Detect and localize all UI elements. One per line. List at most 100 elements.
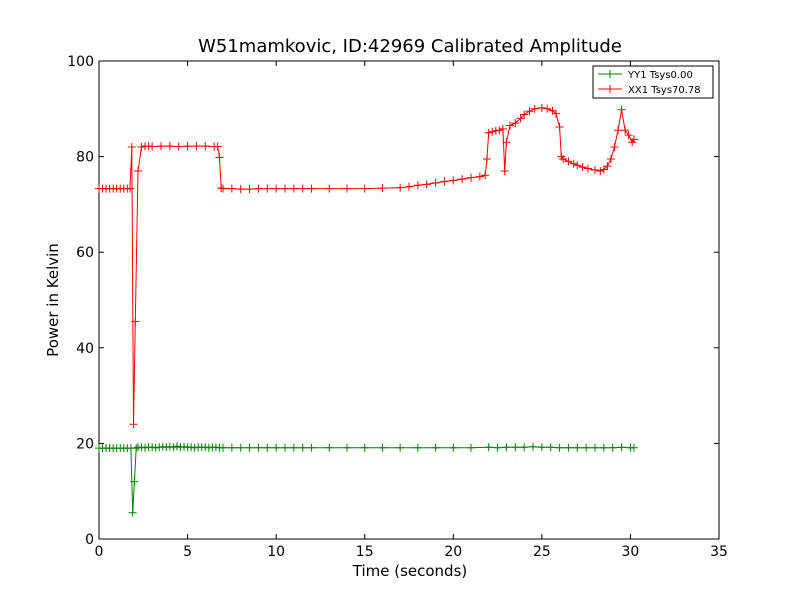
data-point (169, 443, 178, 452)
x-tick-label: 30 (622, 544, 640, 560)
data-point (599, 443, 608, 452)
legend-label: YY1 Tsys0.00 (627, 70, 693, 81)
data-point (272, 184, 281, 193)
data-point (378, 443, 387, 452)
y-axis-label: Power in Kelvin (44, 243, 62, 357)
y-tick-label: 80 (76, 150, 94, 166)
data-point (213, 142, 222, 151)
data-point (552, 109, 561, 118)
data-point (422, 180, 431, 189)
data-point (157, 142, 165, 151)
legend-marker (606, 70, 614, 78)
x-tick-label: 20 (444, 544, 462, 560)
data-point (608, 443, 617, 452)
data-point (583, 164, 592, 173)
data-point (449, 443, 458, 452)
data-point (405, 182, 413, 191)
legend: YY1 Tsys0.00 XX1 Tsys70.78 (592, 65, 714, 99)
data-point (498, 124, 507, 133)
series-0 (95, 442, 638, 517)
data-point (596, 166, 605, 175)
data-point (281, 184, 289, 193)
data-point (413, 181, 422, 190)
data-point (219, 184, 227, 193)
data-point (343, 184, 351, 193)
chart-title: W51mamkovic, ID:42969 Calibrated Amplitu… (198, 36, 622, 57)
data-point (610, 143, 619, 152)
x-tick-label: 25 (533, 544, 551, 560)
data-point (272, 443, 281, 452)
data-point (603, 162, 612, 171)
data-point (573, 161, 582, 170)
data-point (606, 154, 615, 163)
data-point (529, 442, 537, 451)
data-point (396, 183, 405, 192)
data-point (520, 443, 529, 452)
data-point (172, 442, 181, 451)
data-point (307, 443, 316, 452)
data-point (325, 184, 334, 193)
data-point (481, 171, 490, 180)
data-point (449, 176, 458, 185)
data-point (573, 443, 582, 452)
data-point (126, 184, 134, 193)
data-point (502, 443, 511, 452)
series-1 (95, 103, 638, 429)
data-point (298, 443, 307, 452)
data-point (254, 443, 263, 452)
data-point (629, 443, 638, 452)
data-point (431, 178, 440, 187)
data-point (219, 443, 227, 452)
legend-marker (606, 85, 614, 93)
data-point (493, 443, 502, 452)
data-point (413, 443, 422, 452)
y-tick-label: 60 (76, 245, 94, 261)
data-point (495, 126, 504, 135)
data-point (505, 121, 514, 130)
data-point (467, 173, 475, 182)
data-point (569, 159, 578, 168)
data-point (520, 110, 529, 119)
data-point (440, 177, 449, 186)
data-point (599, 165, 608, 174)
data-point (127, 143, 136, 152)
y-tick-label: 0 (85, 532, 94, 548)
legend-box (592, 65, 714, 99)
data-point (236, 185, 245, 194)
data-point (133, 166, 142, 175)
x-tick-label: 15 (356, 544, 374, 560)
data-point (629, 135, 638, 144)
data-point (458, 175, 467, 184)
data-point (484, 128, 493, 137)
legend-label: XX1 Tsys70.78 (628, 85, 701, 96)
data-point (617, 443, 626, 452)
data-point (263, 443, 272, 452)
data-point (543, 104, 552, 113)
data-point (530, 104, 539, 113)
data-point (325, 443, 334, 452)
data-point (431, 443, 440, 452)
data-point (502, 138, 511, 147)
data-point (174, 142, 183, 151)
axis-ticks: 0 5 10 15 20 25 30 35 0 20 40 60 80 100 (67, 54, 728, 560)
data-point (148, 142, 157, 151)
data-point (621, 126, 630, 135)
data-point (343, 443, 351, 452)
plot-area (98, 60, 720, 540)
data-point (227, 443, 236, 452)
data-point (130, 477, 139, 486)
data-point (360, 443, 369, 452)
data-point (500, 166, 509, 175)
data-point (484, 443, 493, 452)
data-point (215, 153, 224, 162)
data-point (564, 157, 573, 166)
data-point (254, 184, 263, 193)
x-tick-label: 35 (710, 544, 728, 560)
data-point (165, 142, 174, 151)
series-layer (95, 103, 638, 517)
data-point (132, 444, 141, 453)
data-point (482, 154, 491, 163)
data-point (192, 142, 201, 151)
x-axis-label: Time (seconds) (352, 562, 468, 580)
